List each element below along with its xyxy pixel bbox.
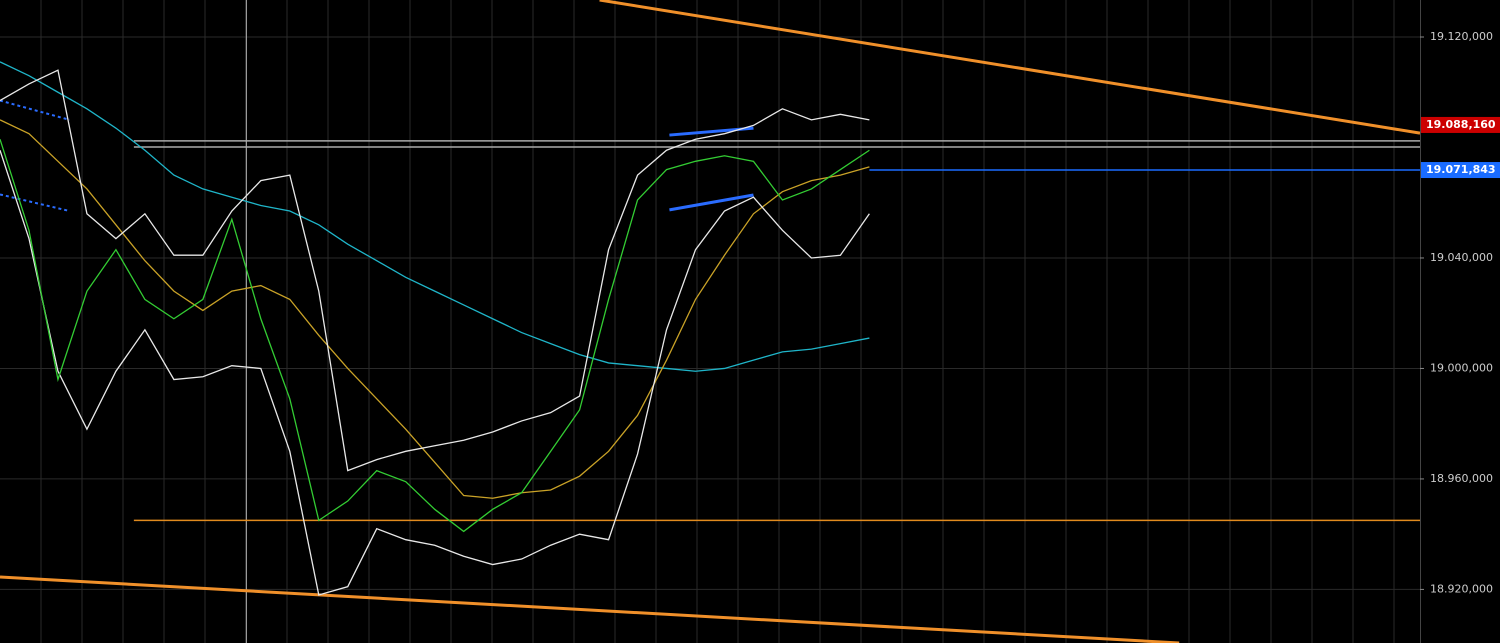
series-line xyxy=(0,139,870,533)
trend-line xyxy=(0,575,1180,643)
y-tick-label: 19.000,000 xyxy=(1430,361,1493,374)
price-label: 19.088,160 xyxy=(1426,118,1496,131)
trend-line xyxy=(599,0,1421,135)
series-line xyxy=(0,61,870,372)
price-label-box xyxy=(1421,162,1500,179)
y-tick-label: 19.040,000 xyxy=(1430,251,1493,264)
series-line xyxy=(0,119,870,499)
y-tick-label: 19.120,000 xyxy=(1430,30,1493,43)
y-tick-label: 18.920,000 xyxy=(1430,582,1493,595)
y-tick-label: 18.960,000 xyxy=(1430,472,1493,485)
price-label: 19.071,843 xyxy=(1426,163,1496,176)
series-line xyxy=(0,150,870,596)
price-label-box xyxy=(1421,116,1500,133)
trend-line xyxy=(0,99,70,121)
series-line xyxy=(0,69,870,472)
trend-line xyxy=(669,193,754,212)
